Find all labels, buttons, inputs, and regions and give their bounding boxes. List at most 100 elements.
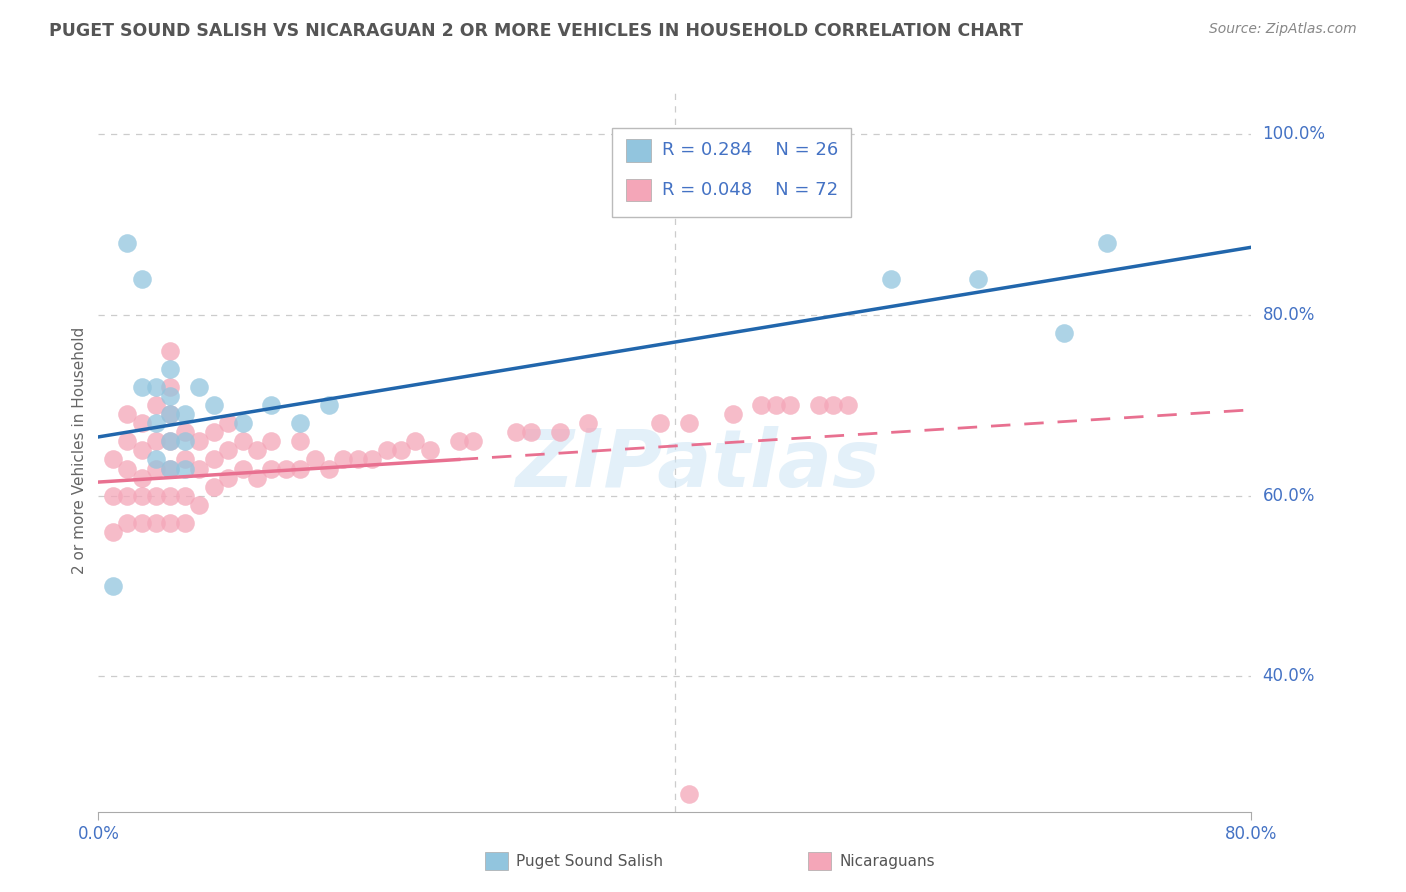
Point <box>461 434 484 449</box>
Text: 100.0%: 100.0% <box>1263 126 1326 144</box>
Text: Nicaraguans: Nicaraguans <box>839 855 935 869</box>
Point <box>159 461 181 475</box>
Point <box>231 417 254 431</box>
Point <box>650 417 672 431</box>
Point <box>290 461 312 475</box>
Point <box>131 272 153 286</box>
Point <box>159 434 181 449</box>
Point <box>678 787 700 801</box>
Point <box>174 461 197 475</box>
Point <box>419 443 441 458</box>
Point <box>117 407 139 422</box>
Point <box>145 489 167 503</box>
Point <box>188 380 211 394</box>
Point <box>117 434 139 449</box>
Point <box>260 461 283 475</box>
Point <box>117 461 139 475</box>
Point <box>159 344 181 359</box>
Point <box>159 407 181 422</box>
Point <box>447 434 470 449</box>
Point <box>880 272 903 286</box>
Text: R = 0.284    N = 26: R = 0.284 N = 26 <box>662 142 838 160</box>
Point <box>274 461 297 475</box>
Point <box>578 417 600 431</box>
Point <box>966 272 988 286</box>
Point <box>145 398 167 412</box>
Text: 80.0%: 80.0% <box>1263 306 1315 324</box>
Text: Source: ZipAtlas.com: Source: ZipAtlas.com <box>1209 22 1357 37</box>
Point <box>217 470 239 484</box>
Point <box>779 398 801 412</box>
Text: R = 0.048    N = 72: R = 0.048 N = 72 <box>662 181 838 199</box>
Point <box>217 443 239 458</box>
Point <box>131 516 153 530</box>
Point <box>246 443 269 458</box>
Text: Puget Sound Salish: Puget Sound Salish <box>516 855 664 869</box>
Point <box>145 434 167 449</box>
Text: ZIPatlas: ZIPatlas <box>516 425 880 504</box>
Point <box>290 434 312 449</box>
Point <box>260 398 283 412</box>
Point <box>361 452 384 467</box>
Point <box>823 398 845 412</box>
Point <box>751 398 773 412</box>
Point <box>808 398 831 412</box>
Point <box>131 443 153 458</box>
Point <box>174 425 197 440</box>
Point <box>145 516 167 530</box>
Point <box>174 434 197 449</box>
Point <box>721 407 744 422</box>
Point <box>159 489 181 503</box>
Point <box>318 398 340 412</box>
Point <box>145 417 167 431</box>
Point <box>520 425 543 440</box>
Point <box>117 235 139 250</box>
Y-axis label: 2 or more Vehicles in Household: 2 or more Vehicles in Household <box>72 326 87 574</box>
Point <box>101 489 124 503</box>
Point <box>1053 326 1076 340</box>
Point <box>765 398 787 412</box>
Point <box>389 443 412 458</box>
Point <box>202 452 225 467</box>
Point <box>332 452 354 467</box>
Point <box>217 417 239 431</box>
Point <box>159 380 181 394</box>
Point <box>174 489 197 503</box>
Point <box>101 452 124 467</box>
Point <box>145 452 167 467</box>
Point <box>260 434 283 449</box>
Point <box>375 443 398 458</box>
Text: PUGET SOUND SALISH VS NICARAGUAN 2 OR MORE VEHICLES IN HOUSEHOLD CORRELATION CHA: PUGET SOUND SALISH VS NICARAGUAN 2 OR MO… <box>49 22 1024 40</box>
Point <box>131 470 153 484</box>
Point <box>202 480 225 494</box>
Point <box>101 579 124 593</box>
Point <box>318 461 340 475</box>
Point <box>202 425 225 440</box>
Point <box>290 417 312 431</box>
Point <box>174 516 197 530</box>
Point <box>174 407 197 422</box>
Point <box>188 498 211 512</box>
Point <box>304 452 326 467</box>
Point <box>505 425 527 440</box>
Point <box>117 489 139 503</box>
Point <box>131 417 153 431</box>
Point <box>145 380 167 394</box>
Point <box>101 524 124 539</box>
Text: 40.0%: 40.0% <box>1263 667 1315 685</box>
Point <box>131 489 153 503</box>
Point <box>202 398 225 412</box>
Point <box>231 461 254 475</box>
Point <box>405 434 427 449</box>
Point <box>678 417 700 431</box>
Point <box>145 461 167 475</box>
Point <box>159 362 181 376</box>
Point <box>117 516 139 530</box>
Point <box>159 389 181 403</box>
Point <box>346 452 368 467</box>
Point <box>159 461 181 475</box>
Point <box>231 434 254 449</box>
Point <box>837 398 859 412</box>
Point <box>131 380 153 394</box>
Point <box>159 407 181 422</box>
